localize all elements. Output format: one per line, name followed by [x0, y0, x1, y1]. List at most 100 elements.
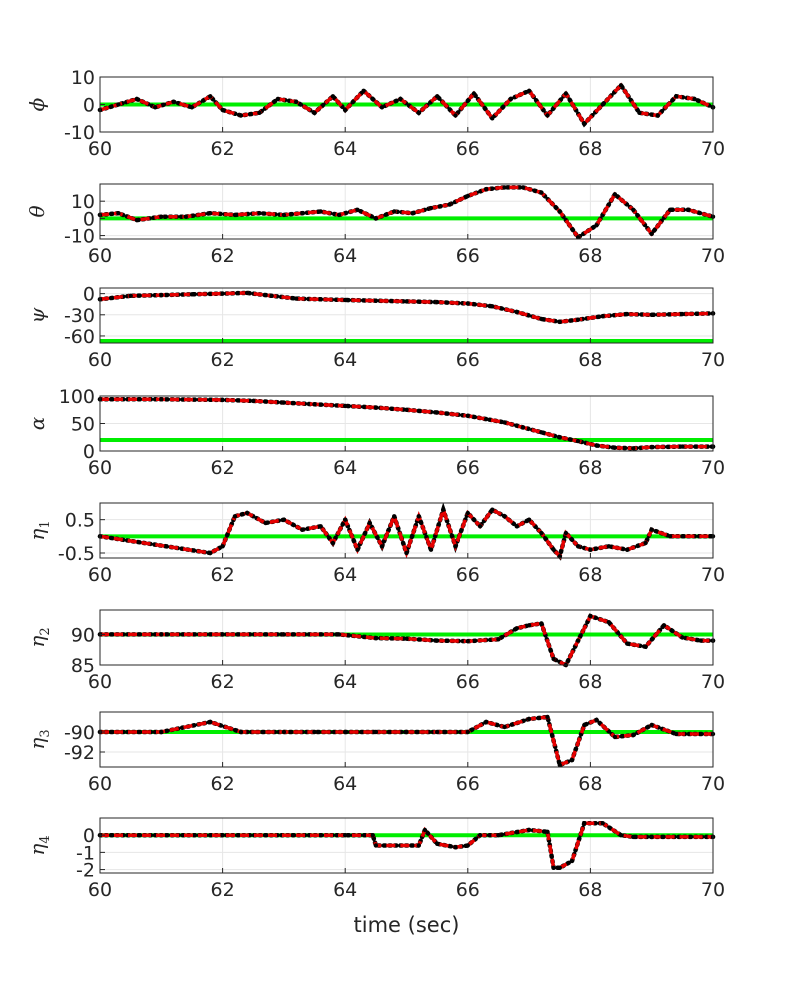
data-point — [575, 235, 581, 240]
data-point — [569, 858, 575, 864]
data-point — [269, 293, 274, 298]
data-point — [379, 544, 385, 549]
data-point — [343, 729, 348, 735]
data-point — [539, 621, 544, 626]
data-point — [416, 110, 421, 116]
data-point — [643, 540, 648, 546]
data-point — [465, 193, 470, 199]
data-point — [159, 214, 164, 219]
data-point — [312, 110, 317, 116]
data-point — [667, 534, 673, 539]
data-point — [128, 293, 133, 298]
y-tick-label: 10 — [71, 191, 95, 213]
data-point — [502, 514, 507, 519]
data-point — [631, 446, 636, 451]
data-point — [343, 107, 348, 113]
data-point — [435, 94, 440, 99]
subplot-5: 60 62 64 66 68 70 -0.5 0.5 η1 — [25, 502, 725, 586]
data-point — [410, 211, 415, 216]
x-tick-label: 60 — [88, 138, 112, 160]
data-point — [582, 121, 587, 127]
data-point — [514, 309, 519, 315]
y-tick-label: -60 — [64, 326, 95, 348]
data-point — [244, 290, 250, 296]
axes-box — [99, 609, 714, 666]
data-point — [238, 113, 244, 118]
x-tick-label: 64 — [333, 671, 357, 693]
data-point — [575, 544, 581, 549]
data-point — [484, 719, 489, 725]
data-point — [373, 216, 379, 221]
x-tick-label: 62 — [211, 564, 235, 586]
x-tick-label: 64 — [333, 245, 357, 267]
x-tick-label: 60 — [88, 349, 112, 371]
x-tick-label: 70 — [701, 138, 725, 160]
data-point — [159, 729, 164, 735]
data-point — [631, 732, 636, 738]
x-tick-label: 66 — [456, 138, 480, 160]
data-point — [526, 716, 532, 722]
data-point — [465, 510, 470, 516]
data-point — [674, 731, 679, 737]
x-tick-label: 64 — [333, 349, 357, 371]
data-point — [183, 214, 188, 219]
data-point — [404, 636, 409, 641]
series-red-dashed — [99, 185, 714, 240]
data-point — [661, 623, 667, 628]
y-tick-label: -1 — [76, 842, 95, 864]
data-point — [539, 316, 544, 322]
data-point — [539, 530, 544, 536]
data-point — [220, 544, 225, 549]
data-point — [220, 397, 225, 403]
x-tick-label: 70 — [701, 349, 725, 371]
data-point — [649, 312, 654, 317]
data-point — [134, 217, 139, 223]
data-point — [263, 520, 268, 526]
axes-box — [99, 183, 714, 240]
x-axis-label: time (sec) — [354, 913, 460, 937]
axes-box — [99, 711, 714, 768]
data-point — [618, 83, 624, 88]
y-axis-label: ϕ — [25, 97, 49, 111]
data-point — [281, 400, 287, 405]
x-tick-label: 60 — [88, 671, 112, 693]
data-point — [343, 403, 348, 409]
data-point — [318, 209, 323, 214]
data-point — [281, 212, 287, 218]
data-point — [502, 420, 507, 425]
x-tick-label: 60 — [88, 457, 112, 479]
data-point — [392, 514, 397, 519]
data-point — [453, 845, 458, 850]
y-tick-label: 50 — [71, 414, 95, 436]
data-point — [294, 296, 299, 301]
data-point — [520, 185, 526, 190]
data-point — [539, 190, 544, 195]
y-tick-label: 0 — [83, 825, 95, 847]
data-point — [606, 620, 611, 625]
data-point — [594, 717, 599, 723]
data-point — [275, 96, 280, 102]
data-point — [643, 644, 648, 649]
data-point — [404, 550, 409, 556]
data-point — [159, 292, 164, 298]
y-tick-label: -92 — [64, 742, 95, 764]
data-point — [453, 544, 458, 549]
data-point — [189, 292, 195, 297]
data-point — [490, 304, 495, 309]
data-point — [208, 94, 213, 99]
data-point — [692, 96, 697, 102]
series-red-dashed — [100, 397, 713, 451]
axes-box — [99, 502, 714, 559]
data-point — [502, 724, 507, 730]
y-tick-label: -10 — [64, 226, 95, 248]
data-point — [539, 430, 544, 435]
y-axis-label: η4 — [25, 835, 53, 855]
y-tick-label: 0.5 — [65, 510, 95, 532]
x-tick-label: 62 — [211, 773, 235, 795]
data-point — [557, 209, 562, 214]
x-tick-label: 64 — [333, 773, 357, 795]
y-tick-label: -10 — [64, 122, 95, 144]
x-tick-label: 62 — [211, 349, 235, 371]
x-tick-label: 70 — [701, 457, 725, 479]
y-tick-label: -90 — [64, 722, 95, 744]
